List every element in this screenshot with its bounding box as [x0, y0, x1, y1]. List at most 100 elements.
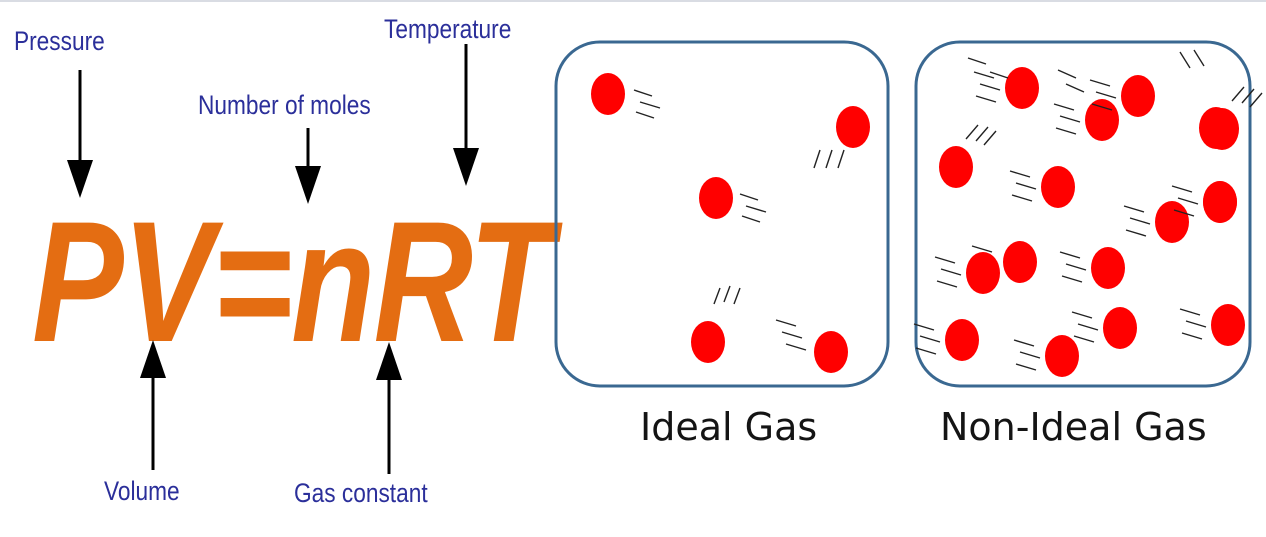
motion-line [633, 89, 653, 97]
gas-particle [1041, 166, 1075, 208]
motion-line [1015, 182, 1037, 190]
motion-line [1061, 275, 1083, 283]
motion-line [919, 335, 941, 343]
gas-particle [945, 319, 979, 361]
motion-line [1065, 83, 1085, 93]
motion-line [965, 124, 979, 140]
label-temperature: Temperature [384, 14, 512, 44]
non-ideal-particle-16 [1203, 181, 1237, 223]
motion-line [1177, 197, 1199, 205]
motion-line [741, 215, 761, 223]
non-ideal-particle-17 [1199, 107, 1233, 149]
gas-particle [1203, 181, 1237, 223]
non-ideal-gas-particles [913, 49, 1263, 377]
ideal-particle-2 [813, 106, 870, 169]
motion-line [967, 57, 987, 65]
motion-line [989, 71, 1009, 79]
motion-line [785, 343, 807, 351]
arrow-pressure [67, 70, 93, 198]
motion-line [1071, 311, 1093, 319]
gas-particle [591, 73, 625, 115]
motion-line [1173, 209, 1195, 217]
arrow-gas-constant [376, 342, 402, 474]
motion-line [745, 205, 767, 213]
motion-line [1019, 351, 1041, 359]
motion-line [733, 287, 741, 305]
motion-line [913, 323, 935, 331]
gas-particle [1003, 241, 1037, 283]
motion-line [837, 149, 845, 169]
motion-line [1241, 88, 1255, 104]
motion-line [1179, 51, 1191, 69]
arrow-number-of-moles [295, 128, 321, 204]
motion-line [1179, 308, 1201, 316]
non-ideal-particle-15 [1013, 335, 1079, 377]
motion-line [979, 83, 1001, 91]
motion-line [1171, 185, 1193, 193]
motion-line [1129, 217, 1151, 225]
motion-line [936, 280, 958, 288]
non-ideal-particle-3 [1089, 75, 1155, 117]
gas-particle [1199, 107, 1233, 149]
motion-line [1009, 170, 1031, 178]
motion-line [1249, 92, 1263, 108]
motion-line [739, 193, 759, 201]
ideal-particle-3 [699, 177, 767, 223]
top-border [0, 0, 1266, 2]
motion-line [1091, 103, 1113, 111]
motion-line [639, 101, 661, 109]
motion-line [1011, 194, 1033, 202]
non-ideal-particle-11 [934, 252, 1000, 294]
label-volume: Volume [104, 476, 180, 506]
non-ideal-particle-14 [913, 319, 979, 361]
motion-line [975, 95, 997, 103]
motion-line [813, 149, 821, 169]
motion-line [1185, 320, 1207, 328]
gas-particle [1045, 335, 1079, 377]
ideal-gas-particles [591, 73, 870, 373]
motion-line [1125, 229, 1147, 237]
caption-non-ideal-gas: Non-Ideal Gas [940, 405, 1207, 449]
gas-particle [1091, 247, 1125, 289]
motion-line [934, 256, 956, 264]
motion-line [1077, 323, 1099, 331]
label-gas-constant: Gas constant [294, 478, 428, 508]
gas-particle [1103, 307, 1137, 349]
non-ideal-particle-7 [1123, 201, 1189, 243]
label-number-of-moles: Number of moles [198, 90, 371, 120]
gas-particle [691, 321, 725, 363]
gas-particle [814, 331, 848, 373]
motion-line [635, 111, 655, 119]
motion-line [940, 268, 962, 276]
ideal-particle-4 [691, 285, 741, 363]
motion-line [1123, 205, 1145, 213]
non-ideal-particle-10 [1059, 247, 1125, 289]
motion-line [1055, 127, 1077, 135]
motion-line [973, 71, 995, 79]
motion-line [1193, 49, 1205, 67]
gas-particle [1211, 304, 1245, 346]
non-ideal-particle-2 [1053, 99, 1119, 141]
gas-particle [836, 106, 870, 148]
gas-particle [1155, 201, 1189, 243]
motion-line [713, 287, 721, 305]
label-pressure: Pressure [14, 26, 105, 56]
motion-line [975, 126, 989, 142]
motion-line [1181, 332, 1203, 340]
motion-line [825, 149, 833, 169]
motion-line [1095, 91, 1117, 99]
non-ideal-particle-5 [939, 124, 997, 188]
motion-line [1013, 339, 1035, 347]
ideal-particle-1 [591, 73, 661, 119]
gas-particle [1085, 99, 1119, 141]
motion-line [1057, 69, 1077, 79]
motion-line [1059, 115, 1081, 123]
motion-line [723, 285, 731, 303]
non-ideal-particle-6 [1009, 166, 1075, 208]
non-ideal-particle-1 [973, 67, 1039, 109]
motion-line [1059, 251, 1081, 259]
non-ideal-particle-12 [1071, 307, 1137, 349]
motion-line [983, 130, 997, 146]
